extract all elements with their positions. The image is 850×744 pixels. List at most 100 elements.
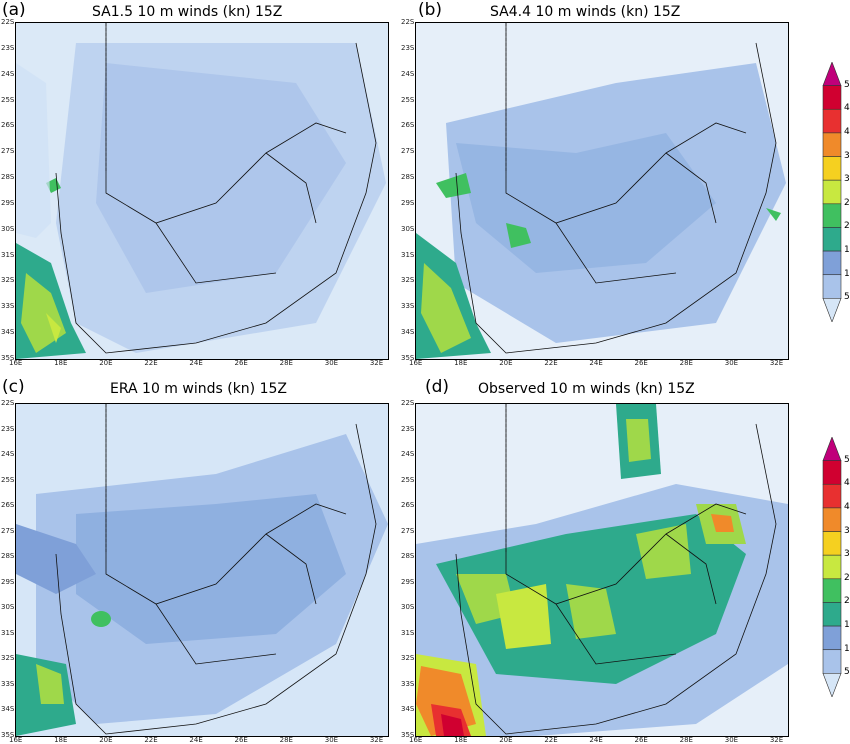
lat-tick-label: 27S [401,526,415,535]
map-panel-d [415,403,789,737]
lat-tick-label: 27S [401,147,415,156]
lat-tick-label: 22S [401,18,415,26]
lat-tick-label: 28S [401,173,415,182]
lon-tick-label: 28E [679,359,693,367]
lat-tick-label: 22S [401,399,415,407]
colorbar-level-label: 45 [844,478,850,489]
colorbar-bottom-swatches [822,436,842,698]
lon-tick-label: 32E [769,359,784,367]
lon-tick-label: 24E [589,359,603,367]
lat-tick-label: 32S [401,654,415,663]
panel-a-title: SA1.5 10 m winds (kn) 15Z [92,4,283,20]
panel-b-title: SA4.4 10 m winds (kn) 15Z [490,4,681,20]
lat-tick-label: 30S [401,603,415,612]
lon-tick-label: 26E [234,736,248,744]
colorbar-swatch [822,227,842,252]
lat-tick-label: 35S [401,354,415,362]
lon-tick-label: 20E [499,736,513,744]
map-panel-c [15,403,389,737]
lat-tick-label: 34S [1,705,15,714]
colorbar-level-label: 10 [844,643,850,654]
lat-tick-label: 33S [1,679,15,688]
lon-tick-label: 16E [409,736,423,744]
lon-tick-label: 22E [544,359,558,367]
lon-tick-label: 26E [634,736,648,744]
lat-tick-label: 29S [1,198,15,207]
panel-b-letter: (b) [418,0,443,20]
colorbar-swatch [822,602,842,627]
colorbar-level-label: 25 [844,197,850,208]
colorbar-level-label: 35 [844,525,850,536]
panel-c-title: ERA 10 m winds (kn) 15Z [110,381,287,397]
colorbar-swatch [822,554,842,580]
lon-tick-label: 24E [589,736,603,744]
colorbar-top-swatches [822,61,842,323]
lat-tick-label: 23S [401,424,415,433]
lon-tick-label: 22E [544,736,558,744]
colorbar-level-label: 30 [844,549,850,560]
panel-d-title: Observed 10 m winds (kn) 15Z [478,381,695,397]
colorbar-swatch [822,250,842,276]
colorbar-swatch [822,578,842,603]
lon-tick-label: 18E [54,736,68,744]
colorbar-swatch [822,298,842,323]
lat-tick-label: 34S [1,328,15,337]
map-c-field [16,404,388,736]
colorbar-level-label: 35 [844,150,850,161]
lat-tick-label: 24S [1,69,15,78]
map-b-field [416,23,788,359]
colorbar-top [822,61,842,323]
lat-tick-label: 33S [401,302,415,311]
lat-tick-label: 24S [1,450,15,459]
lon-tick-label: 30E [324,359,339,367]
colorbar-level-label: 15 [844,620,850,631]
lat-tick-label: 28S [1,552,15,561]
lat-tick-label: 34S [401,705,415,714]
lat-tick-label: 25S [401,95,415,104]
colorbar-level-label: 5 [844,667,850,678]
colorbar-level-label: 15 [844,245,850,256]
lat-tick-label: 26S [401,121,415,130]
lat-tick-label: 34S [401,328,415,337]
colorbar-bottom [822,436,842,698]
colorbar-level-label: 45 [844,103,850,114]
lat-tick-label: 22S [1,399,15,407]
colorbar-swatch [822,85,842,110]
map-panel-b [415,22,789,360]
colorbar-level-label: 50 [844,79,850,90]
lon-tick-label: 30E [324,736,339,744]
lon-tick-label: 24E [189,359,203,367]
lat-tick-label: 26S [1,121,15,130]
colorbar-level-label: 20 [844,221,850,232]
lat-tick-label: 23S [1,424,15,433]
colorbar-swatch [822,436,842,461]
lat-tick-label: 23S [401,43,415,52]
panel-a-letter: (a) [2,0,26,20]
colorbar-swatch [822,460,842,485]
lon-tick-label: 32E [369,736,384,744]
map-panel-a [15,22,389,360]
lat-tick-label: 32S [1,276,15,285]
colorbar-level-label: 40 [844,126,850,137]
lat-tick-label: 29S [401,198,415,207]
colorbar-swatch [822,108,842,134]
lon-tick-label: 20E [99,359,113,367]
colorbar-swatch [822,507,842,532]
lon-tick-label: 18E [454,736,468,744]
lat-tick-label: 28S [1,173,15,182]
lon-tick-label: 20E [499,359,513,367]
lon-tick-label: 18E [454,359,468,367]
lon-tick-label: 30E [724,736,739,744]
colorbar-swatch [822,625,842,651]
lat-tick-label: 25S [1,475,15,484]
lat-tick-label: 27S [1,526,15,535]
lon-tick-label: 22E [144,359,158,367]
lon-tick-label: 32E [369,359,384,367]
lon-tick-label: 28E [279,736,293,744]
colorbar-swatch [822,483,842,509]
lon-tick-label: 28E [679,736,693,744]
colorbar-swatch [822,61,842,86]
lat-tick-label: 35S [1,731,15,739]
lat-tick-label: 24S [401,450,415,459]
lon-tick-label: 22E [144,736,158,744]
